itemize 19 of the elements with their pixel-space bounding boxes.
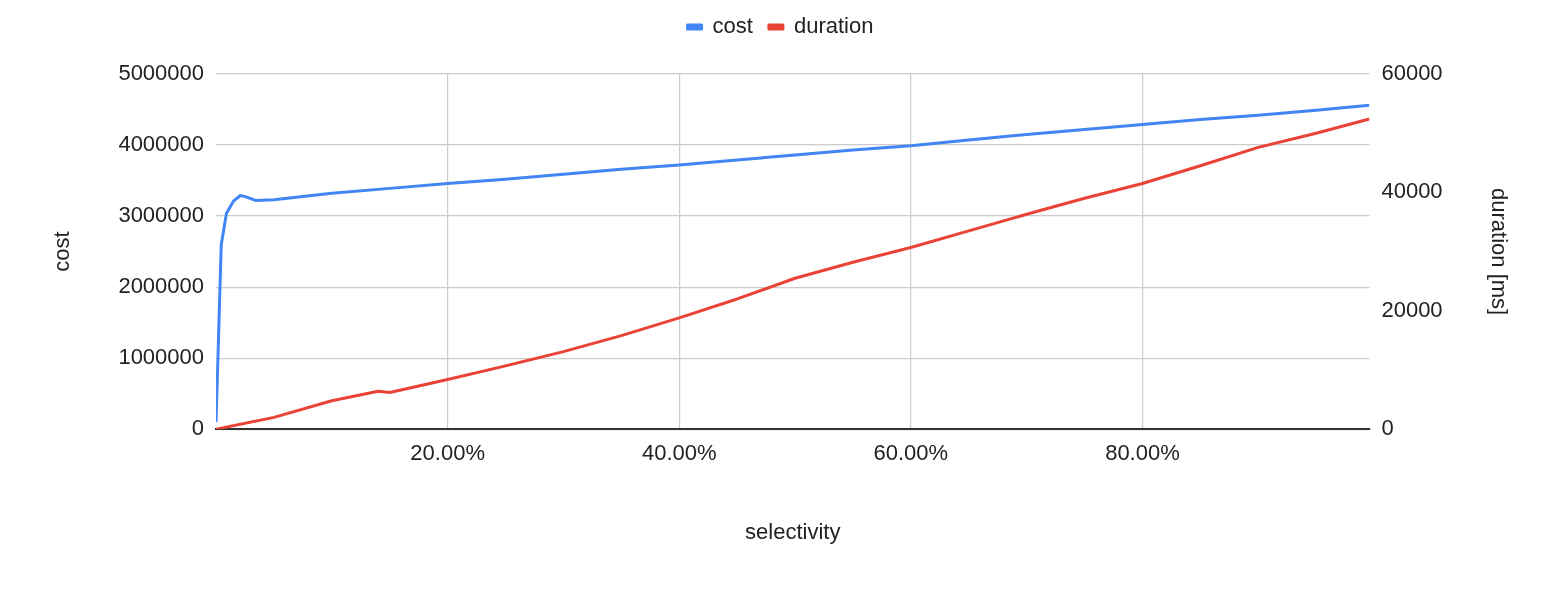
y-tick-label: 5000000 [118,60,205,86]
y-tick-label: 1000000 [118,344,205,370]
x-tick-label: 20.00% [410,440,485,466]
y2-tick-label: 20000 [1381,296,1443,322]
y-tick-label: 2000000 [118,273,205,299]
y-axis-title: cost [49,231,75,272]
x-axis-title: selectivity [745,518,841,544]
y-tick-label: 0 [191,415,205,441]
y-tick-label: 3000000 [118,202,205,228]
y2-tick-label: 0 [1381,415,1394,441]
y2-tick-label: 60000 [1381,60,1443,86]
x-tick-label: 60.00% [873,440,949,466]
y2-tick-label: 40000 [1381,178,1443,204]
legend-label: cost [712,13,753,39]
y2-axis-title: duration [ms] [1486,188,1512,316]
x-tick-label: 80.00% [1105,440,1180,466]
y-tick-label: 4000000 [118,131,205,157]
x-tick-label: 40.00% [641,440,717,466]
legend-label: duration [793,13,874,39]
